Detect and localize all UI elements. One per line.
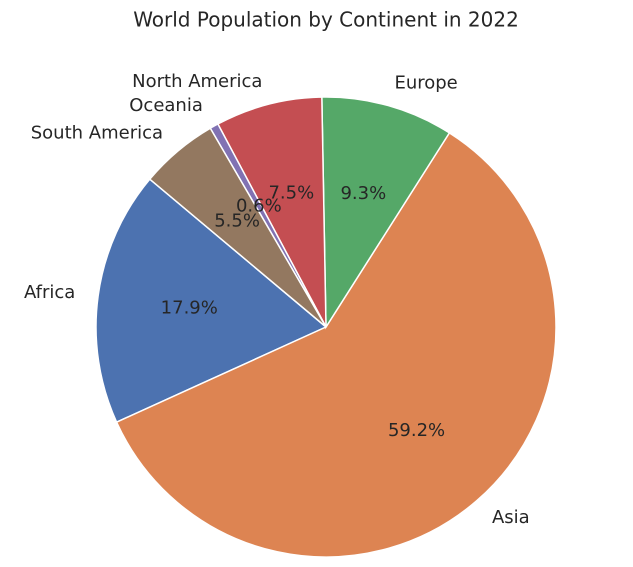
chart-title: World Population by Continent in 2022 xyxy=(133,8,519,32)
slice-label: Europe xyxy=(394,72,457,93)
slice-label: Asia xyxy=(492,507,530,528)
pie-slice xyxy=(95,178,328,424)
value-label: 7.5% xyxy=(268,182,314,203)
value-label: 5.5% xyxy=(214,210,260,231)
value-label: 9.3% xyxy=(340,183,386,204)
slice-label: Oceania xyxy=(129,95,203,116)
slice-label: Africa xyxy=(24,282,75,303)
value-label: 17.9% xyxy=(161,297,218,318)
pie-slice xyxy=(321,96,451,330)
pie-slice xyxy=(216,96,327,328)
pie-slice xyxy=(148,127,327,328)
value-label: 59.2% xyxy=(388,420,445,441)
slice-label: North America xyxy=(132,71,262,92)
pie-slice xyxy=(115,131,557,558)
slice-label: South America xyxy=(31,122,163,143)
value-label: 0.6% xyxy=(236,195,282,216)
